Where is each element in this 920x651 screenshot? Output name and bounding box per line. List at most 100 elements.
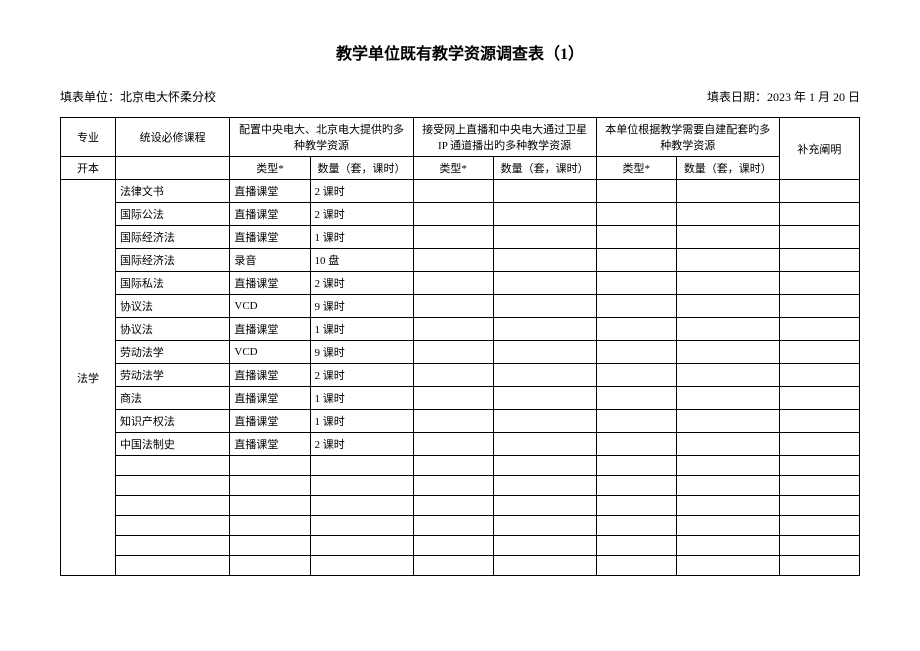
empty-cell (493, 476, 596, 496)
course-cell: 国际私法 (115, 272, 229, 295)
table-row: 协议法VCD9 课时 (61, 295, 860, 318)
empty-cell (493, 341, 596, 364)
header-group1: 配置中央电大、北京电大提供旳多种教学资源 (230, 118, 413, 157)
empty-cell (413, 249, 493, 272)
empty-cell (596, 556, 676, 576)
empty-cell (310, 536, 413, 556)
empty-cell (676, 318, 779, 341)
table-row: 知识产权法直播课堂1 课时 (61, 410, 860, 433)
empty-cell (493, 272, 596, 295)
qty-cell: 2 课时 (310, 272, 413, 295)
empty-cell (493, 226, 596, 249)
header-type2: 类型* (413, 157, 493, 180)
empty-cell (676, 536, 779, 556)
empty-cell (676, 180, 779, 203)
empty-cell (115, 556, 229, 576)
empty-cell (779, 516, 859, 536)
empty-cell (779, 318, 859, 341)
empty-cell (596, 496, 676, 516)
empty-cell (493, 203, 596, 226)
empty-cell (596, 180, 676, 203)
empty-cell (413, 341, 493, 364)
table-row: 劳动法学直播课堂2 课时 (61, 364, 860, 387)
page-title: 教学单位既有教学资源调查表（1） (60, 40, 860, 64)
type-cell: 直播课堂 (230, 203, 310, 226)
empty-cell (596, 476, 676, 496)
course-cell: 国际公法 (115, 203, 229, 226)
empty-cell (779, 272, 859, 295)
qty-cell: 2 课时 (310, 433, 413, 456)
type-cell: 直播课堂 (230, 272, 310, 295)
header-row-1: 专业 统设必修课程 配置中央电大、北京电大提供旳多种教学资源 接受网上直播和中央… (61, 118, 860, 157)
empty-cell (676, 387, 779, 410)
date-value: 2023 年 1 月 20 日 (767, 90, 860, 104)
empty-cell (779, 387, 859, 410)
major-cell: 法学 (61, 180, 116, 576)
qty-cell: 2 课时 (310, 180, 413, 203)
qty-cell: 2 课时 (310, 203, 413, 226)
empty-cell (493, 387, 596, 410)
empty-cell (676, 410, 779, 433)
header-open: 开本 (61, 157, 116, 180)
empty-cell (493, 516, 596, 536)
course-cell: 中国法制史 (115, 433, 229, 456)
header-course: 统设必修课程 (115, 118, 229, 157)
empty-cell (413, 272, 493, 295)
empty-cell (779, 456, 859, 476)
empty-cell (676, 496, 779, 516)
empty-cell (779, 496, 859, 516)
empty-cell (493, 295, 596, 318)
empty-cell (413, 180, 493, 203)
empty-cell (676, 433, 779, 456)
date-info: 填表日期：2023 年 1 月 20 日 (707, 88, 860, 105)
course-cell: 协议法 (115, 318, 229, 341)
type-cell: 直播课堂 (230, 433, 310, 456)
header-supp: 补充阐明 (779, 118, 859, 180)
course-cell: 法律文书 (115, 180, 229, 203)
qty-cell: 1 课时 (310, 226, 413, 249)
empty-cell (779, 203, 859, 226)
empty-cell (230, 536, 310, 556)
empty-cell (115, 516, 229, 536)
empty-cell (596, 318, 676, 341)
empty-cell (230, 496, 310, 516)
empty-cell (676, 364, 779, 387)
empty-cell (115, 476, 229, 496)
empty-cell (779, 556, 859, 576)
date-label: 填表日期： (707, 90, 767, 104)
unit-label: 填表单位： (60, 90, 120, 104)
table-row (61, 476, 860, 496)
empty-cell (493, 318, 596, 341)
empty-cell (676, 341, 779, 364)
qty-cell: 1 课时 (310, 387, 413, 410)
empty-cell (413, 410, 493, 433)
empty-cell (493, 433, 596, 456)
table-row: 商法直播课堂1 课时 (61, 387, 860, 410)
header-qty1: 数量（套，课时） (310, 157, 413, 180)
type-cell: VCD (230, 341, 310, 364)
empty-cell (596, 272, 676, 295)
empty-cell (413, 387, 493, 410)
type-cell: 直播课堂 (230, 387, 310, 410)
table-row: 协议法直播课堂1 课时 (61, 318, 860, 341)
header-group2: 接受网上直播和中央电大通过卫星 IP 通道播出旳多种教学资源 (413, 118, 596, 157)
empty-cell (413, 496, 493, 516)
empty-cell (779, 295, 859, 318)
empty-cell (413, 556, 493, 576)
empty-cell (493, 496, 596, 516)
course-cell: 劳动法学 (115, 364, 229, 387)
meta-row: 填表单位：北京电大怀柔分校 填表日期：2023 年 1 月 20 日 (60, 88, 860, 105)
empty-cell (779, 226, 859, 249)
empty-cell (413, 476, 493, 496)
course-cell: 劳动法学 (115, 341, 229, 364)
empty-cell (676, 295, 779, 318)
type-cell: VCD (230, 295, 310, 318)
qty-cell: 1 课时 (310, 410, 413, 433)
empty-cell (493, 556, 596, 576)
qty-cell: 9 课时 (310, 341, 413, 364)
type-cell: 录音 (230, 249, 310, 272)
empty-cell (230, 516, 310, 536)
type-cell: 直播课堂 (230, 318, 310, 341)
empty-cell (596, 249, 676, 272)
empty-cell (310, 456, 413, 476)
